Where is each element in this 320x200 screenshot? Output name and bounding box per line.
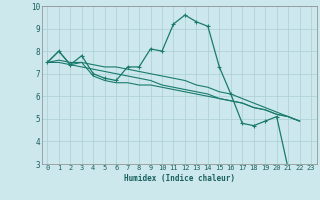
X-axis label: Humidex (Indice chaleur): Humidex (Indice chaleur) <box>124 174 235 183</box>
